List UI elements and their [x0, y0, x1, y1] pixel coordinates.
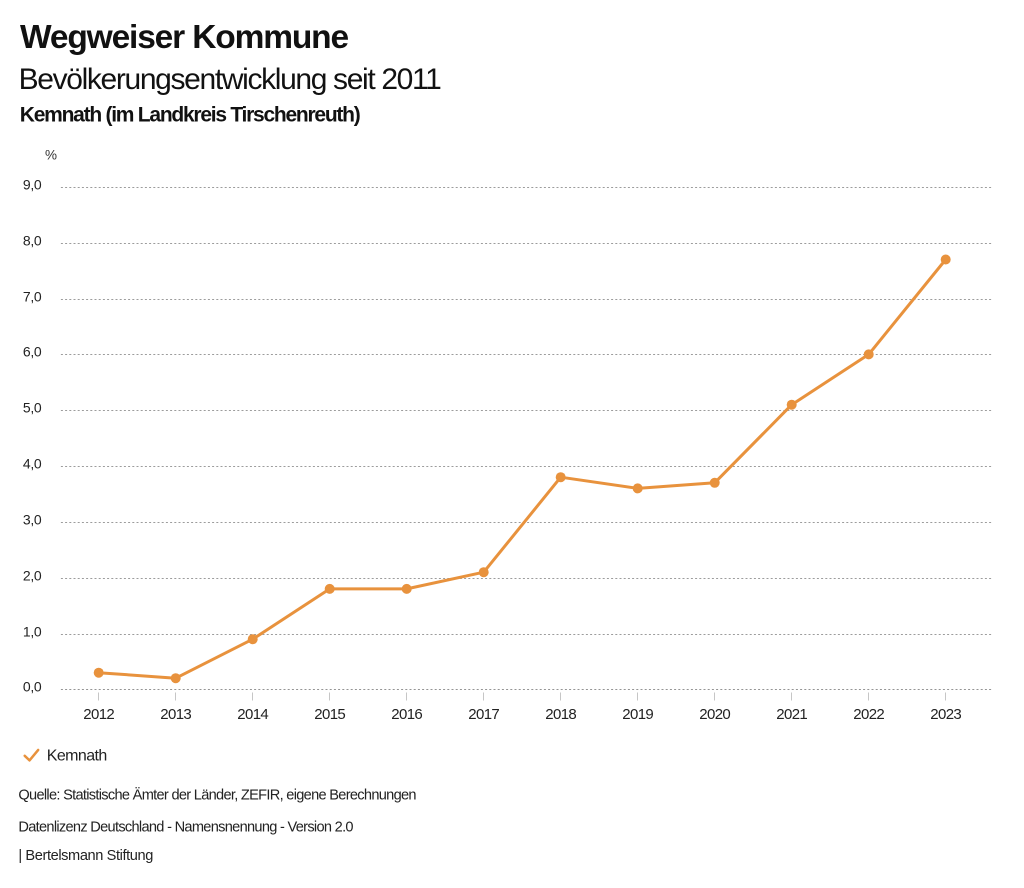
svg-text:| Bertelsmann Stiftung: | Bertelsmann Stiftung — [18, 848, 153, 864]
svg-text:Kemnath (im Landkreis Tirschen: Kemnath (im Landkreis Tirschenreuth) — [20, 104, 360, 127]
svg-text:2022: 2022 — [853, 706, 884, 723]
svg-text:2021: 2021 — [776, 706, 807, 723]
svg-text:9,0: 9,0 — [23, 177, 42, 193]
svg-text:2012: 2012 — [83, 706, 114, 723]
svg-text:Wegweiser Kommune: Wegweiser Kommune — [20, 19, 348, 56]
svg-text:5,0: 5,0 — [23, 400, 42, 416]
svg-text:2015: 2015 — [314, 706, 345, 723]
svg-text:2016: 2016 — [391, 706, 422, 723]
svg-text:%: % — [45, 147, 57, 162]
svg-text:3,0: 3,0 — [23, 512, 42, 528]
svg-text:Quelle: Statistische Ämter der: Quelle: Statistische Ämter der Länder, Z… — [18, 787, 416, 804]
svg-text:2020: 2020 — [699, 706, 730, 723]
svg-text:Kemnath: Kemnath — [47, 747, 107, 764]
svg-text:2023: 2023 — [930, 706, 961, 723]
svg-text:4,0: 4,0 — [23, 456, 42, 472]
svg-text:2013: 2013 — [160, 706, 191, 723]
svg-text:2014: 2014 — [237, 706, 268, 723]
svg-text:2,0: 2,0 — [23, 568, 42, 584]
svg-text:7,0: 7,0 — [23, 289, 42, 305]
svg-text:6,0: 6,0 — [23, 344, 42, 360]
svg-text:2019: 2019 — [622, 706, 653, 723]
svg-text:1,0: 1,0 — [23, 624, 42, 640]
svg-text:2017: 2017 — [468, 706, 499, 723]
svg-text:0,0: 0,0 — [23, 679, 42, 695]
svg-text:Datenlizenz Deutschland - Name: Datenlizenz Deutschland - Namensnennung … — [18, 819, 353, 835]
svg-text:2018: 2018 — [545, 706, 576, 723]
svg-text:8,0: 8,0 — [23, 233, 42, 249]
svg-text:Bevölkerungsentwicklung seit 2: Bevölkerungsentwicklung seit 2011 — [19, 63, 442, 96]
